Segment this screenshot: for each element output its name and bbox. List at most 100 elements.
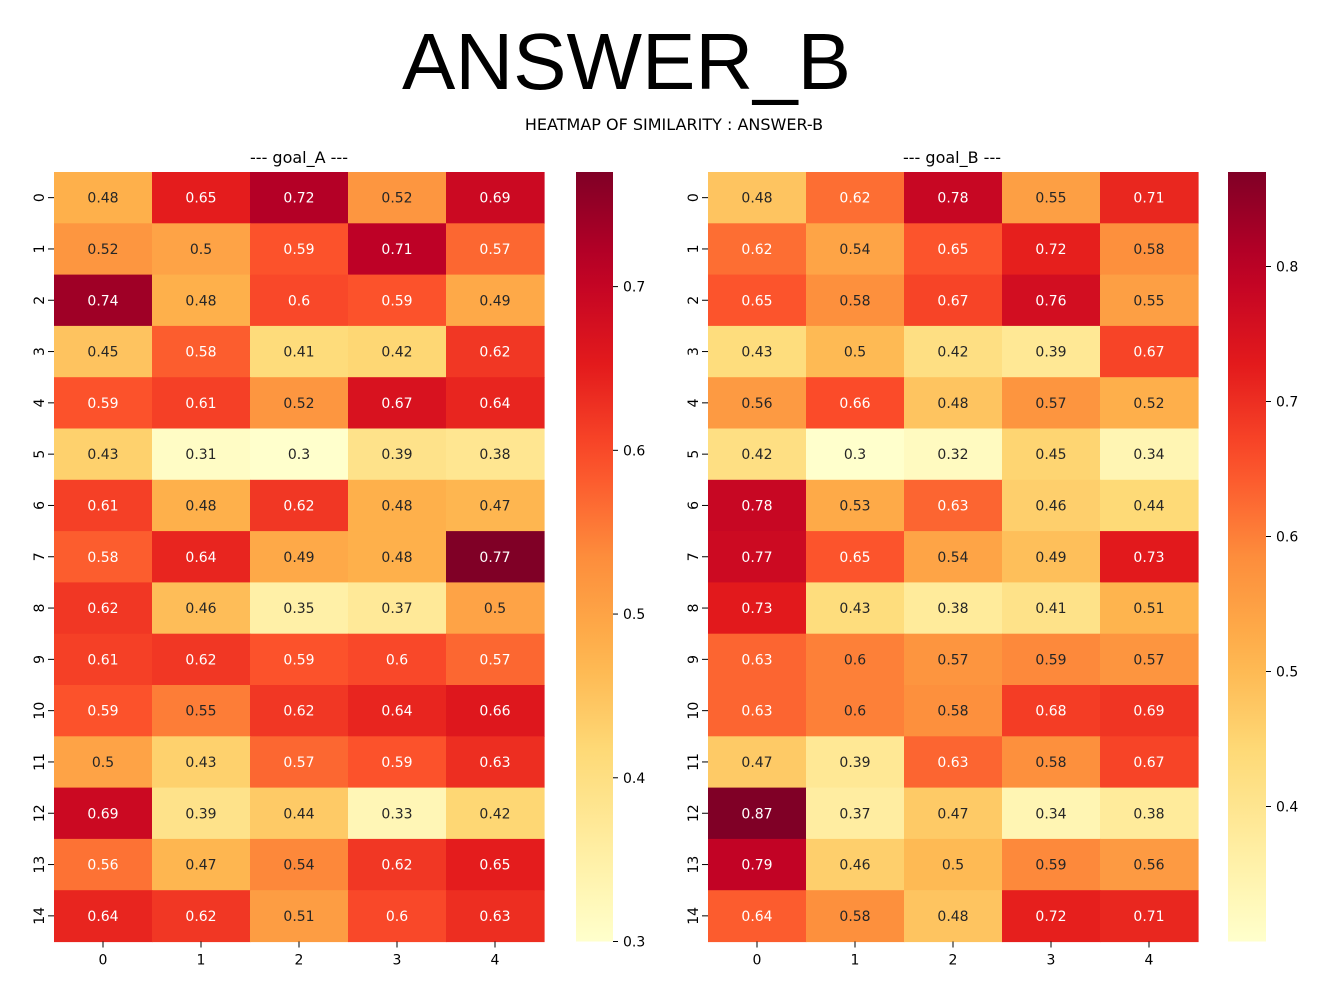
heatmap-1-y-tick-label: 3 [32, 347, 48, 356]
heatmap-2-cell [806, 633, 905, 686]
heatmap-2-cell-label: 0.63 [937, 498, 968, 514]
heatmap-1-cell-label: 0.59 [87, 396, 118, 412]
heatmap-2-cell-label: 0.66 [839, 396, 870, 412]
heatmap-1-cell [348, 274, 447, 327]
heatmap-2-cell [806, 531, 905, 583]
heatmap-2-cell-label: 0.79 [741, 858, 772, 874]
heatmap-2-cell-label: 0.46 [1035, 498, 1066, 514]
heatmap-2-cell [1002, 736, 1101, 789]
heatmap-1-cell-label: 0.43 [87, 447, 118, 463]
heatmap-2-cell [1100, 479, 1199, 532]
heatmap-1-cell [152, 428, 251, 481]
heatmap-2-cell [806, 377, 905, 430]
heatmap-1-y-tick-label: 0 [32, 193, 48, 202]
heatmap-2-cell [708, 325, 807, 378]
heatmap-2-cell-label: 0.78 [937, 191, 968, 207]
heatmap-1-cell [348, 325, 447, 378]
heatmap-2-cell [806, 582, 905, 635]
heatmap-1-cell-label: 0.52 [283, 396, 314, 412]
heatmap-1-cell-label: 0.45 [87, 345, 118, 361]
heatmap-2-x-tick-label: 4 [1145, 953, 1154, 969]
heatmap-1-cell-label: 0.62 [185, 652, 216, 668]
heatmap-2-cell-label: 0.46 [839, 858, 870, 874]
heatmap-1-cell [348, 172, 447, 224]
heatmap-1-cell-label: 0.52 [381, 191, 412, 207]
heatmap-2-cell-label: 0.69 [1133, 704, 1164, 720]
heatmap-2-cell [1100, 787, 1199, 840]
heatmap-2-cell [1002, 223, 1101, 276]
heatmap-1-cell-label: 0.61 [87, 652, 118, 668]
heatmap-2-x-tick-label: 2 [949, 953, 958, 969]
heatmap-1-cell-label: 0.37 [381, 601, 412, 617]
heatmap-1-cell-label: 0.47 [479, 498, 510, 514]
heatmap-1-cell [54, 633, 153, 686]
heatmap-1-cell-label: 0.35 [283, 601, 314, 617]
heatmap-2-cell-label: 0.48 [741, 191, 772, 207]
heatmap-2-y-tick-label: 14 [686, 907, 702, 925]
heatmap-1-cell-label: 0.48 [381, 498, 412, 514]
heatmap-2-cell [708, 838, 807, 891]
heatmap-2-cell-label: 0.42 [741, 447, 772, 463]
heatmap-1-colorbar-tick-label: 0.7 [623, 280, 645, 296]
heatmap-2-y-tick-label: 6 [686, 501, 702, 510]
heatmap-1-cell [54, 531, 153, 583]
heatmap-1-x-tick-label: 2 [295, 953, 304, 969]
heatmap-1-cell-label: 0.59 [283, 242, 314, 258]
heatmap-1-cell [250, 890, 349, 943]
heatmap-2-cell-label: 0.62 [839, 191, 870, 207]
heatmap-2-cell [708, 890, 807, 943]
heatmap-1-cell [152, 838, 251, 891]
heatmap-2-cell-label: 0.58 [839, 293, 870, 309]
heatmap-1-cell-label: 0.33 [381, 806, 412, 822]
heatmap-1-cell [348, 633, 447, 686]
heatmap-2-cell [1100, 890, 1199, 943]
heatmap-2-cell-label: 0.56 [1133, 858, 1164, 874]
heatmap-1-cell-label: 0.41 [283, 345, 314, 361]
heatmap-1-cell [446, 531, 545, 583]
heatmap-2-cell-label: 0.39 [839, 755, 870, 771]
heatmap-1-colorbar-tick-label: 0.5 [623, 607, 645, 623]
heatmap-2-cell-label: 0.65 [839, 550, 870, 566]
heatmap-1-x-tick-label: 1 [197, 953, 206, 969]
heatmap-2-cell [806, 479, 905, 532]
heatmap-2-cell [904, 787, 1003, 840]
heatmap-2-cell-label: 0.41 [1035, 601, 1066, 617]
heatmap-1-cell [446, 377, 545, 430]
heatmap-2-y-tick-label: 7 [686, 552, 702, 561]
heatmap-2-cell [806, 736, 905, 789]
heatmap-1-cell-label: 0.63 [479, 755, 510, 771]
heatmap-2-cell [1002, 633, 1101, 686]
heatmap-1-cell [250, 582, 349, 635]
heatmap-2-cell [904, 428, 1003, 481]
heatmap-1-cell [54, 223, 153, 276]
heatmap-2-cell [1002, 172, 1101, 224]
heatmap-2-cell [708, 633, 807, 686]
heatmap-2-cell [1100, 531, 1199, 583]
heatmap-1-cell [348, 685, 447, 737]
heatmap-2-cell-label: 0.55 [1133, 293, 1164, 309]
heatmap-2-cell-label: 0.48 [937, 396, 968, 412]
heatmap-2-cell-label: 0.38 [937, 601, 968, 617]
heatmap-1-cell-label: 0.48 [87, 191, 118, 207]
heatmap-2-cell-label: 0.54 [839, 242, 870, 258]
heatmap-1-y-tick-label: 5 [32, 450, 48, 459]
heatmap-1-colorbar [576, 172, 613, 942]
heatmap-1-cell [250, 736, 349, 789]
heatmap-2-cell [708, 531, 807, 583]
heatmap-2-cell-label: 0.57 [1133, 652, 1164, 668]
heatmap-1-y-tick-label: 11 [32, 753, 48, 771]
heatmap-2-cell [1100, 172, 1199, 224]
heatmap-2-cell [904, 172, 1003, 224]
heatmap-2-cell-label: 0.73 [741, 601, 772, 617]
heatmap-1-cell [54, 582, 153, 635]
heatmap-2-cell [904, 685, 1003, 737]
heatmap-1-cell [250, 428, 349, 481]
heatmap-2-cell-label: 0.34 [1133, 447, 1164, 463]
heatmap-2-cell-label: 0.3 [844, 447, 866, 463]
heatmap-2-y-tick-label: 9 [686, 655, 702, 664]
heatmap-2-cell [708, 736, 807, 789]
heatmap-2-y-tick-label: 13 [686, 856, 702, 874]
heatmap-2-cell [904, 223, 1003, 276]
heatmap-1-cell [152, 325, 251, 378]
heatmap-1-cell-label: 0.57 [283, 755, 314, 771]
